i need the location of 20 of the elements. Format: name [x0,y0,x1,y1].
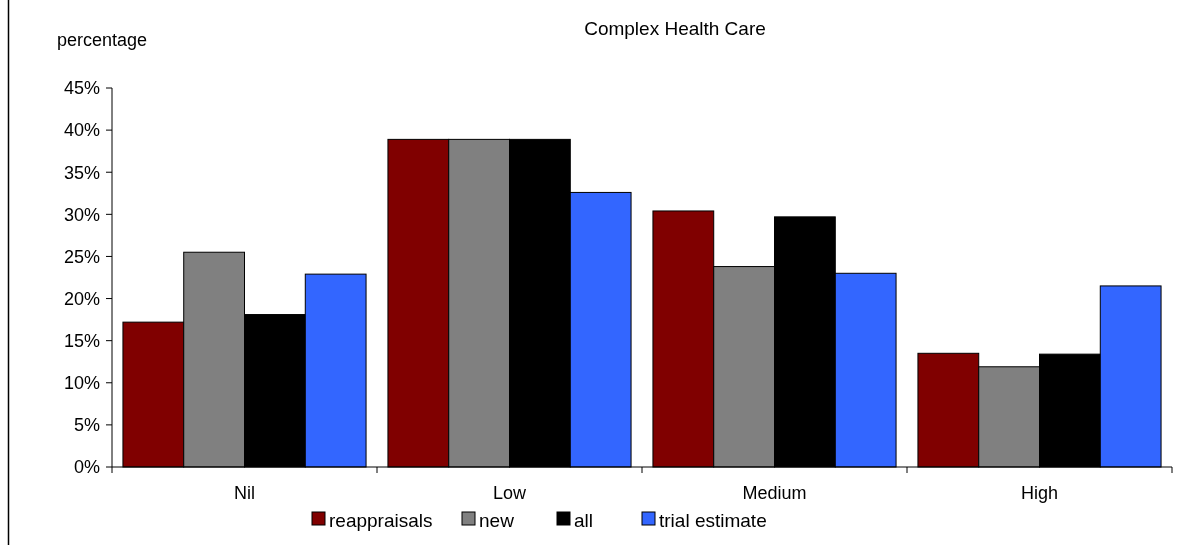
y-tick-label: 15% [63,330,100,351]
legend-label: new [479,509,515,531]
y-tick-label: 45% [63,78,100,99]
x-tick-label: Medium [742,483,807,503]
y-axis-title: percentage [57,30,148,50]
x-tick-label: High [1020,483,1059,503]
legend-label: trial estimate [659,509,767,531]
x-tick-label: Low [492,483,528,503]
y-tick-label: 0% [73,457,100,478]
legend-label: all [574,509,594,531]
y-tick-label: 5% [73,415,100,436]
chart-title: Complex Health Care [584,18,766,39]
y-tick-label: 20% [63,288,100,309]
y-tick-label: 10% [63,373,100,394]
y-tick-label: 25% [63,246,100,267]
y-tick-label: 35% [63,162,100,183]
y-tick-label: 30% [63,204,100,225]
legend-label: reappraisals [329,509,433,531]
y-tick-label: 40% [63,120,100,141]
x-tick-label: Nil [234,483,255,503]
